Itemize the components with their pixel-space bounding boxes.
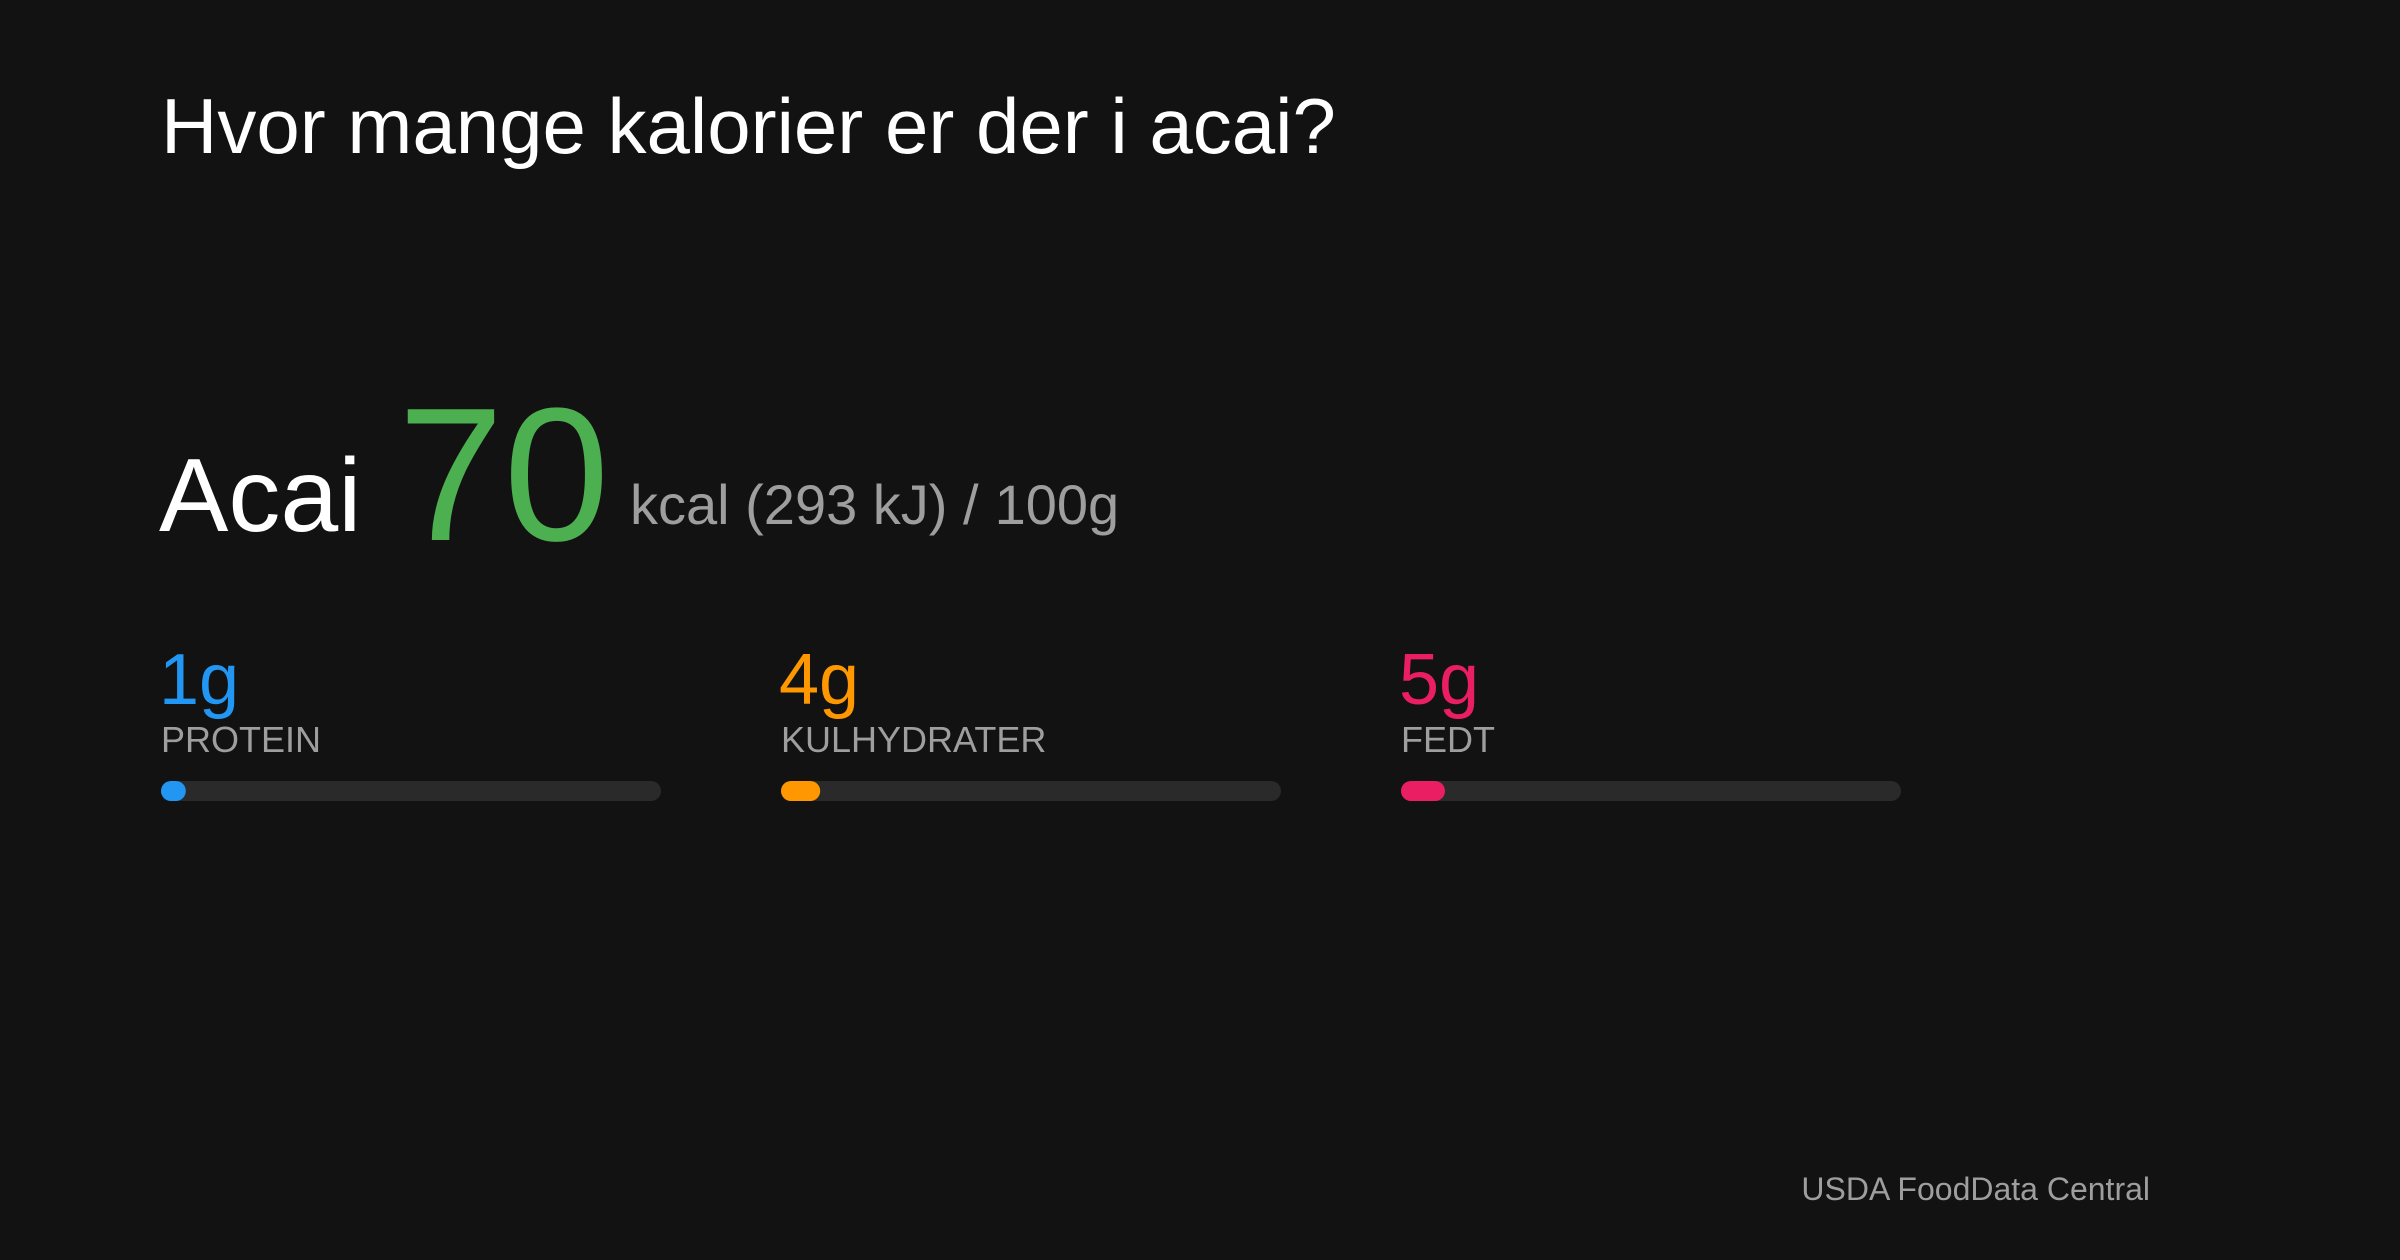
macro-name: PROTEIN: [161, 719, 321, 760]
macro-amount: 5g: [1399, 640, 1479, 720]
energy-unit: kcal (293 kJ) / 100g: [630, 473, 1119, 536]
macro-name: KULHYDRATER: [781, 719, 1046, 760]
macro-amount: 1g: [159, 640, 239, 720]
macro-amount: 4g: [779, 640, 859, 720]
food-name: Acai: [159, 438, 361, 554]
title: Hvor mange kalorier er der i acai?: [161, 82, 1336, 170]
kcal-value: 70: [398, 369, 609, 581]
energy-text: kcal (293 kJ) /: [630, 473, 979, 536]
serving: 100g: [995, 473, 1120, 536]
source: USDA FoodData Central: [1801, 1171, 2150, 1207]
macro-name: FEDT: [1401, 719, 1495, 760]
